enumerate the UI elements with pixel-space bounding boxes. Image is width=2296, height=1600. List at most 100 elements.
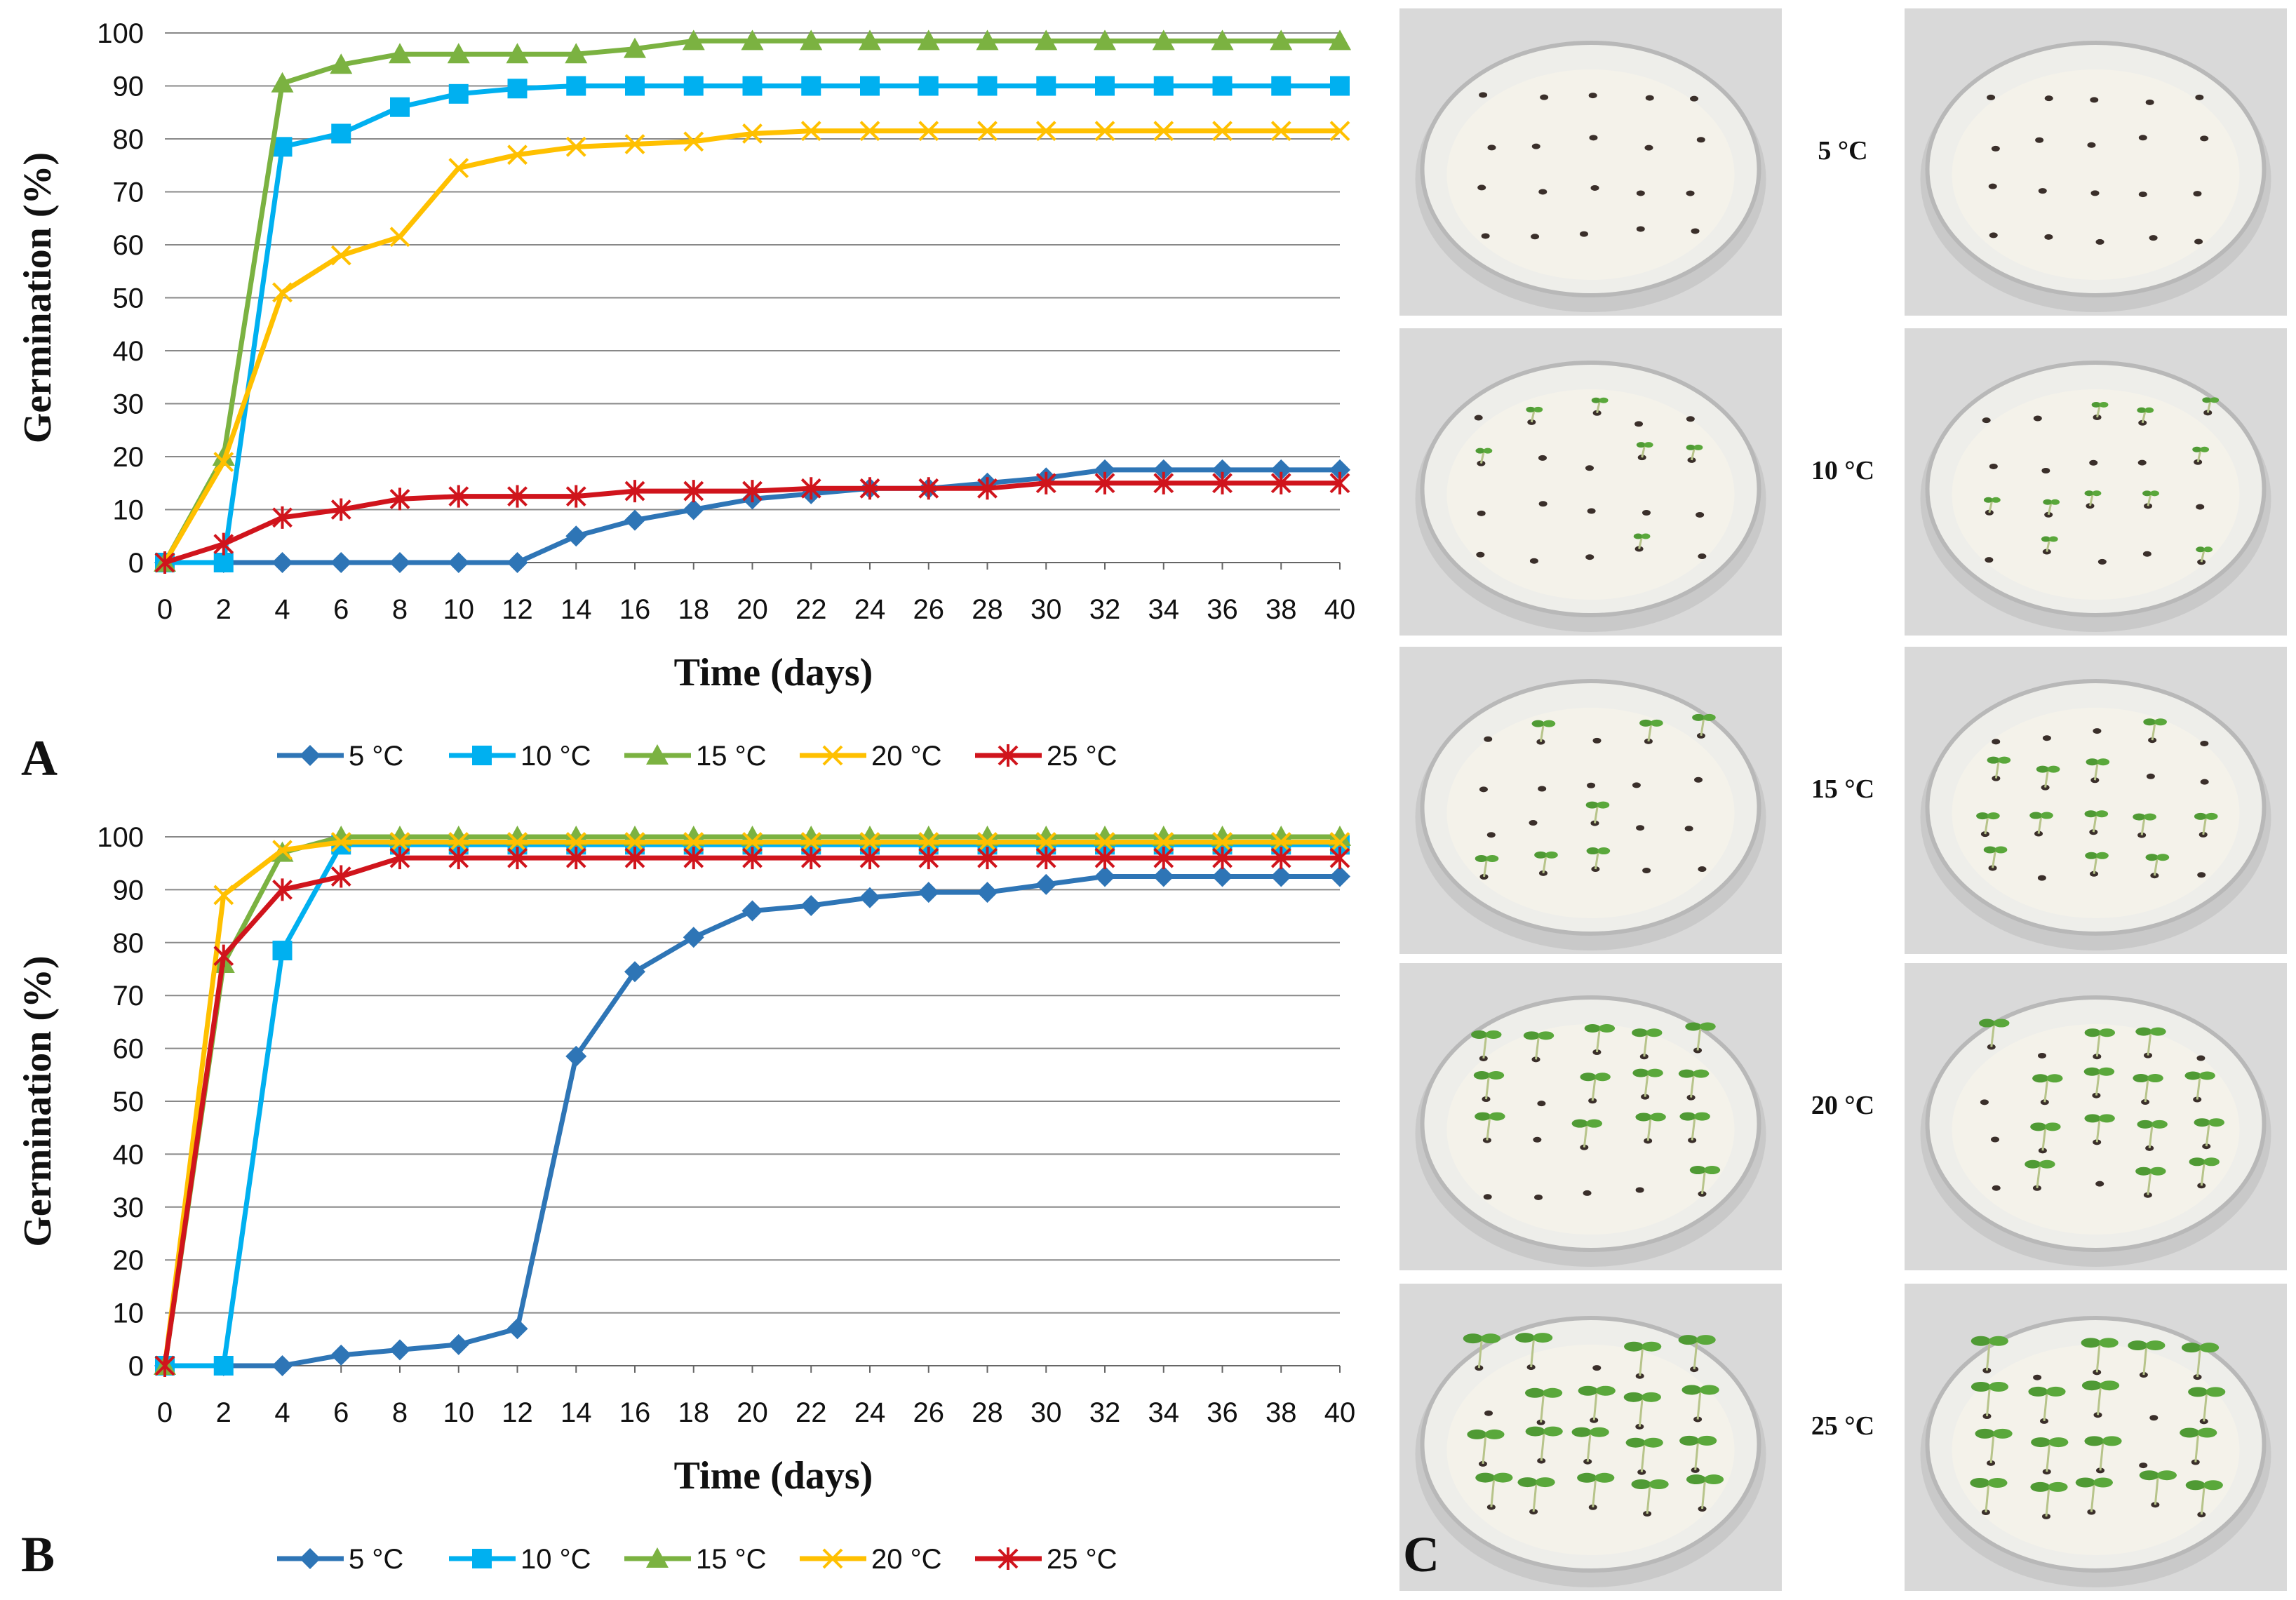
- x-tick-b-20: 20: [737, 1397, 768, 1428]
- x-tick-a-20: 20: [737, 594, 768, 625]
- point-a-15c-26: [917, 29, 940, 51]
- legend-label-a-5c: 5 °C: [349, 741, 403, 772]
- point-a-15c-32: [1094, 29, 1116, 51]
- point-b-20c-34: [1153, 832, 1174, 852]
- point-b-5c-28: [976, 882, 998, 903]
- temperature-label-20c: 20 °C: [1811, 1091, 1874, 1120]
- point-b-20c-8: [389, 832, 410, 852]
- temperature-label-15c: 15 °C: [1811, 774, 1874, 804]
- point-b-5c-12: [506, 1318, 528, 1340]
- legend-marker-a-5c: [300, 745, 321, 766]
- point-a-10c-36: [1212, 76, 1233, 96]
- point-a-5c-40: [1329, 459, 1350, 480]
- photo-10c-1: [1399, 328, 1782, 636]
- x-tick-a-8: 8: [392, 594, 408, 625]
- y-tick-b-40: 40: [113, 1139, 145, 1170]
- y-tick-b-70: 70: [113, 981, 145, 1011]
- point-a-10c-16: [625, 76, 645, 96]
- x-tick-b-28: 28: [972, 1397, 1003, 1428]
- y-tick-b-20: 20: [113, 1245, 145, 1276]
- point-a-10c-26: [918, 76, 939, 96]
- temperature-label-10c: 10 °C: [1811, 456, 1874, 485]
- x-tick-a-10: 10: [443, 594, 475, 625]
- y-axis-title-b: Germination (%): [16, 955, 60, 1246]
- point-a-20c-40: [1329, 121, 1350, 142]
- point-a-25c-38: [1270, 471, 1291, 495]
- point-b-5c-30: [1035, 873, 1057, 895]
- point-a-20c-10: [448, 158, 469, 178]
- point-b-20c-18: [683, 832, 704, 852]
- point-a-15c-18: [682, 29, 705, 51]
- series-line-b-25c: [162, 855, 1340, 1366]
- point-b-20c-28: [977, 832, 998, 852]
- point-a-20c-22: [800, 121, 821, 142]
- point-a-5c-16: [624, 509, 645, 531]
- x-tick-b-2: 2: [216, 1397, 231, 1428]
- x-tick-b-8: 8: [392, 1397, 408, 1428]
- y-tick-a-80: 80: [113, 124, 145, 155]
- point-b-5c-38: [1270, 866, 1292, 887]
- y-tick-b-80: 80: [113, 928, 145, 959]
- x-tick-b-6: 6: [333, 1397, 349, 1428]
- point-b-10c-4: [272, 941, 293, 961]
- x-tick-b-10: 10: [443, 1397, 475, 1428]
- point-b-20c-40: [1329, 832, 1350, 852]
- point-a-15c-20: [741, 29, 764, 51]
- point-a-10c-34: [1153, 76, 1174, 96]
- x-tick-a-14: 14: [560, 594, 592, 625]
- photo-15c-2: [1905, 647, 2287, 954]
- legend-marker-b-10c: [472, 1549, 492, 1568]
- photo-25c-2: [1905, 1284, 2287, 1591]
- x-tick-a-24: 24: [854, 594, 886, 625]
- x-tick-a-22: 22: [795, 594, 827, 625]
- point-a-25c-20: [742, 480, 763, 503]
- point-a-10c-24: [860, 76, 880, 96]
- point-b-5c-40: [1329, 866, 1350, 887]
- legend-label-a-15c: 15 °C: [696, 741, 767, 772]
- point-b-20c-24: [859, 832, 880, 852]
- temperature-label-25c: 25 °C: [1811, 1411, 1874, 1441]
- point-b-20c-6: [330, 832, 351, 852]
- point-b-25c-34: [1153, 847, 1174, 870]
- panel-label-c: C: [1403, 1526, 1439, 1582]
- point-a-5c-32: [1094, 459, 1115, 480]
- point-b-20c-2: [213, 885, 234, 906]
- point-b-20c-16: [624, 832, 645, 852]
- point-b-5c-20: [741, 900, 763, 922]
- x-tick-a-32: 32: [1089, 594, 1121, 625]
- point-a-20c-36: [1212, 121, 1233, 142]
- point-b-25c-40: [1329, 847, 1350, 870]
- point-a-15c-34: [1152, 29, 1175, 51]
- point-a-10c-2: [213, 553, 234, 572]
- x-tick-b-34: 34: [1148, 1397, 1180, 1428]
- point-a-25c-12: [507, 485, 528, 508]
- x-tick-b-18: 18: [678, 1397, 710, 1428]
- x-tick-b-30: 30: [1030, 1397, 1062, 1428]
- point-a-10c-38: [1271, 76, 1291, 96]
- y-tick-b-50: 50: [113, 1087, 145, 1117]
- point-a-15c-22: [800, 29, 823, 51]
- point-a-20c-8: [389, 227, 410, 248]
- point-a-5c-8: [389, 552, 410, 573]
- point-b-25c-38: [1270, 847, 1291, 870]
- x-tick-a-16: 16: [619, 594, 651, 625]
- point-a-15c-8: [389, 43, 411, 64]
- point-b-25c-2: [213, 944, 234, 967]
- point-a-10c-8: [390, 97, 410, 117]
- y-tick-b-60: 60: [113, 1034, 145, 1065]
- point-a-25c-22: [800, 477, 821, 500]
- point-a-15c-36: [1211, 29, 1234, 51]
- point-a-25c-0: [154, 551, 175, 574]
- point-a-20c-18: [683, 131, 704, 152]
- point-a-15c-12: [506, 43, 529, 64]
- y-tick-b-0: 0: [128, 1351, 144, 1382]
- point-a-10c-30: [1036, 76, 1056, 96]
- x-axis-title-a: Time (days): [674, 651, 873, 694]
- point-b-5c-26: [918, 882, 939, 903]
- x-tick-b-12: 12: [502, 1397, 533, 1428]
- legend-marker-b-5c: [300, 1548, 321, 1569]
- point-a-15c-10: [447, 43, 470, 64]
- point-a-20c-2: [213, 452, 234, 472]
- point-b-20c-30: [1035, 832, 1056, 852]
